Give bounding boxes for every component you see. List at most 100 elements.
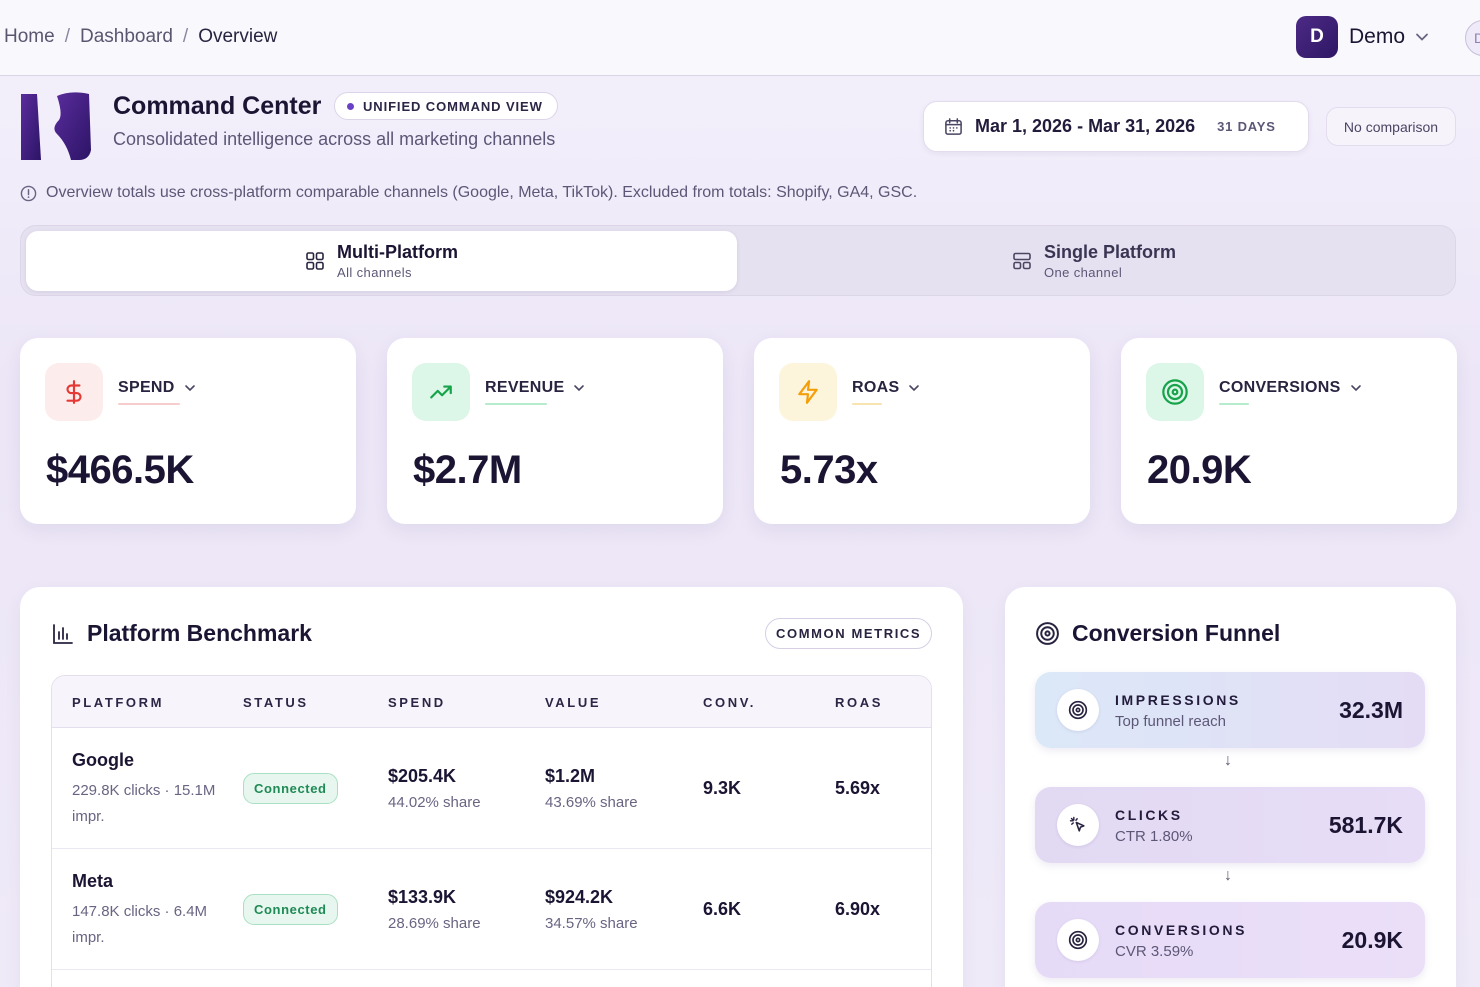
dollar-icon — [45, 363, 103, 421]
roas-value: 6.90x — [835, 899, 881, 919]
conversions-value: 6.6K — [703, 899, 742, 919]
kpi-underline — [1219, 403, 1249, 405]
tab-single-platform-subtitle: One channel — [1043, 265, 1123, 280]
stage-subtitle: Top funnel reach — [1115, 713, 1226, 730]
platform-name: Meta — [72, 871, 114, 891]
kpi-selector[interactable]: CONVERSIONS — [1219, 379, 1362, 397]
account-name: Demo — [1349, 25, 1406, 48]
tab-single-platform[interactable]: Single Platform One channel — [737, 231, 1451, 291]
kpi-underline — [852, 403, 882, 405]
column-header: VALUE — [545, 695, 602, 710]
kpi-underline — [118, 403, 180, 405]
breadcrumb-separator: / — [64, 26, 70, 47]
table-row[interactable]: Google 229.8K clicks · 15.1M impr. Conne… — [52, 728, 931, 849]
stage-value: 32.3M — [1339, 697, 1403, 723]
tab-multi-platform-subtitle: All channels — [337, 265, 412, 280]
funnel-title: Conversion Funnel — [1072, 620, 1281, 646]
kpi-label: ROAS — [852, 379, 900, 396]
chevron-down-icon — [909, 385, 920, 392]
kpi-label: SPEND — [118, 379, 175, 396]
stage-label: CLICKS — [1115, 807, 1183, 823]
kpi-selector[interactable]: ROAS — [852, 379, 920, 397]
tab-single-platform-title: Single Platform — [1043, 242, 1177, 262]
calendar-icon — [945, 118, 962, 135]
breadcrumb: Home / Dashboard / Overview — [4, 26, 277, 48]
arrow-down-icon: ↓ — [1224, 867, 1232, 884]
top-bar: Home / Dashboard / Overview D Demo D — [0, 0, 1480, 76]
platform-meta: 229.8K clicks · 15.1M impr. — [72, 782, 216, 825]
info-text: Overview totals use cross-platform compa… — [46, 184, 918, 201]
common-metrics-badge: COMMON METRICS — [765, 618, 933, 649]
spend-share: 28.69% share — [388, 915, 481, 932]
kpi-underline — [485, 403, 547, 405]
kpi-value: 5.73x — [780, 448, 878, 492]
platform-meta: 147.8K clicks · 6.4M impr. — [72, 903, 208, 946]
target-icon — [1057, 919, 1099, 961]
roas-value: 5.69x — [835, 778, 881, 798]
stage-value: 20.9K — [1341, 927, 1403, 953]
grid-icon — [306, 252, 324, 270]
breadcrumb-dashboard[interactable]: Dashboard — [79, 26, 173, 47]
kpi-card-revenue[interactable]: REVENUE $2.7M — [387, 338, 723, 524]
chevron-down-icon — [1416, 33, 1428, 41]
user-avatar[interactable]: D — [1465, 20, 1480, 56]
funnel-stage-clicks[interactable]: CLICKS CTR 1.80% 581.7K — [1035, 787, 1425, 863]
stage-subtitle: CVR 3.59% — [1115, 943, 1194, 960]
tab-multi-platform-title: Multi-Platform — [337, 242, 458, 262]
layout-icon — [1013, 252, 1031, 270]
breadcrumb-home[interactable]: Home — [4, 26, 55, 47]
bar-chart-icon — [53, 624, 73, 644]
breadcrumb-separator: / — [182, 26, 189, 47]
account-switcher[interactable]: D Demo — [1296, 16, 1429, 58]
target-icon — [1057, 689, 1099, 731]
table-header: PLATFORM STATUS SPEND VALUE CONV. ROAS — [52, 676, 931, 728]
table-row[interactable]: Meta 147.8K clicks · 6.4M impr. Connecte… — [52, 849, 931, 970]
stage-label: IMPRESSIONS — [1115, 692, 1241, 708]
platform-name: Google — [72, 750, 134, 770]
value-share: 34.57% share — [545, 915, 638, 932]
status-dot — [347, 102, 354, 110]
column-header: CONV. — [703, 695, 756, 710]
column-header: PLATFORM — [72, 695, 165, 710]
date-range-picker[interactable]: Mar 1, 2026 - Mar 31, 2026 31 DAYS — [923, 101, 1309, 152]
kpi-card-roas[interactable]: ROAS 5.73x — [754, 338, 1090, 524]
platform-benchmark-card: Platform Benchmark COMMON METRICS PLATFO… — [20, 587, 963, 987]
tab-multi-platform[interactable]: Multi-Platform All channels — [26, 231, 737, 291]
conversion-funnel-card: Conversion Funnel IMPRESSIONS Top funnel… — [1005, 587, 1456, 987]
kpi-value: $2.7M — [413, 448, 522, 492]
stage-subtitle: CTR 1.80% — [1115, 828, 1193, 845]
conversions-value: 9.3K — [703, 778, 742, 798]
kpi-card-spend[interactable]: SPEND $466.5K — [20, 338, 356, 524]
cursor-click-icon — [1057, 804, 1099, 846]
stage-label: CONVERSIONS — [1115, 922, 1248, 938]
benchmark-title: Platform Benchmark — [87, 620, 312, 646]
column-header: STATUS — [243, 695, 309, 710]
column-header: SPEND — [388, 695, 446, 710]
breadcrumb-current: Overview — [198, 26, 278, 47]
info-notice: Overview totals use cross-platform compa… — [20, 184, 917, 202]
kpi-selector[interactable]: REVENUE — [485, 379, 585, 397]
date-range-label: Mar 1, 2026 - Mar 31, 2026 — [975, 116, 1196, 136]
view-mode-switch: Multi-Platform All channels Single Platf… — [20, 225, 1456, 296]
benchmark-table: PLATFORM STATUS SPEND VALUE CONV. ROAS G… — [51, 675, 932, 987]
kpi-card-conversions[interactable]: CONVERSIONS 20.9K — [1121, 338, 1457, 524]
column-header: ROAS — [835, 695, 883, 710]
kpi-value: 20.9K — [1147, 448, 1252, 492]
date-days-count: 31 DAYS — [1217, 119, 1276, 134]
funnel-stage-conversions[interactable]: CONVERSIONS CVR 3.59% 20.9K — [1035, 902, 1425, 978]
status-badge: Connected — [243, 773, 338, 804]
spend-value: $133.9K — [388, 887, 457, 907]
comparison-button[interactable]: No comparison — [1326, 107, 1456, 146]
value-amount: $924.2K — [545, 887, 614, 907]
trending-up-icon — [412, 363, 470, 421]
value-share: 43.69% share — [545, 794, 638, 811]
spend-value: $205.4K — [388, 766, 457, 786]
chevron-down-icon — [574, 385, 585, 392]
funnel-stage-impressions[interactable]: IMPRESSIONS Top funnel reach 32.3M — [1035, 672, 1425, 748]
arrow-down-icon: ↓ — [1224, 752, 1232, 769]
kpi-selector[interactable]: SPEND — [118, 379, 196, 397]
target-icon — [1146, 363, 1204, 421]
stage-value: 581.7K — [1328, 812, 1403, 838]
unified-view-badge: UNIFIED COMMAND VIEW — [334, 92, 558, 120]
lightning-icon — [779, 363, 837, 421]
